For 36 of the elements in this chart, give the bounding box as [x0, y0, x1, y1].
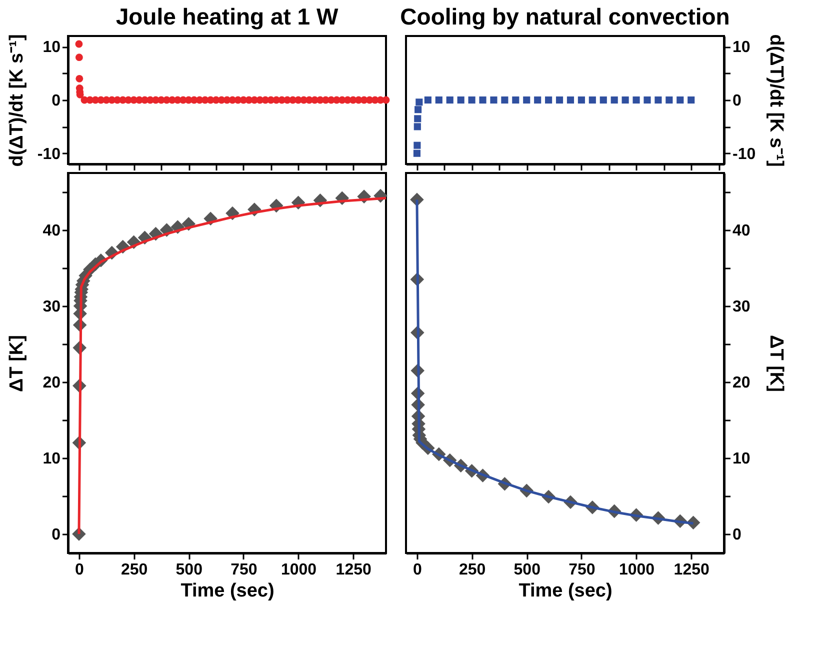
x-tick-label: 1000 [280, 562, 317, 578]
y2-axis-title: d(ΔT)/dt [K s⁻¹] [766, 34, 786, 167]
y2-tick-label: 20 [732, 374, 750, 392]
y2-tick-label: 40 [732, 222, 750, 240]
y-tick-label: 0 [52, 526, 61, 544]
y-axis-title: ΔT [K] [6, 335, 28, 392]
y-tick-label: 30 [42, 298, 61, 316]
x-tick-label: 1250 [674, 562, 710, 578]
y-tick-label: 40 [42, 222, 61, 240]
y2-tick-label: 10 [732, 39, 750, 56]
y-tick-label: 10 [42, 450, 61, 468]
x-axis-title: Time (sec) [180, 580, 274, 602]
y2-tick-label: 10 [732, 450, 750, 468]
y-tick-label: 20 [42, 374, 61, 392]
x-tick-label: 500 [176, 562, 203, 578]
x-tick-label: 0 [413, 562, 422, 578]
y-tick-label: -10 [37, 146, 61, 163]
x-tick-label: 750 [230, 562, 258, 578]
x-tick-label: 250 [120, 562, 148, 578]
x-tick-label: 1250 [336, 562, 372, 578]
x-tick-label: 250 [458, 562, 486, 578]
y2-tick-label: -10 [732, 146, 756, 163]
y2-tick-label: 0 [732, 92, 742, 110]
y-tick-label: 10 [42, 39, 61, 56]
y2-tick-label: 0 [732, 526, 742, 544]
x-tick-label: 0 [75, 562, 84, 578]
x-axis-title: Time (sec) [518, 580, 612, 602]
x-tick-label: 750 [568, 562, 596, 578]
x-tick-label: 1000 [618, 562, 655, 578]
y2-tick-label: 30 [732, 298, 750, 316]
chart-title: Joule heating at 1 W [116, 4, 338, 30]
y2-axis-title: ΔT [K] [766, 335, 786, 392]
chart-title: Cooling by natural convection [400, 4, 730, 30]
x-tick-label: 500 [514, 562, 541, 578]
y-axis-title: d(ΔT)/dt [K s⁻¹] [6, 34, 28, 167]
y-tick-label: 0 [52, 92, 61, 110]
